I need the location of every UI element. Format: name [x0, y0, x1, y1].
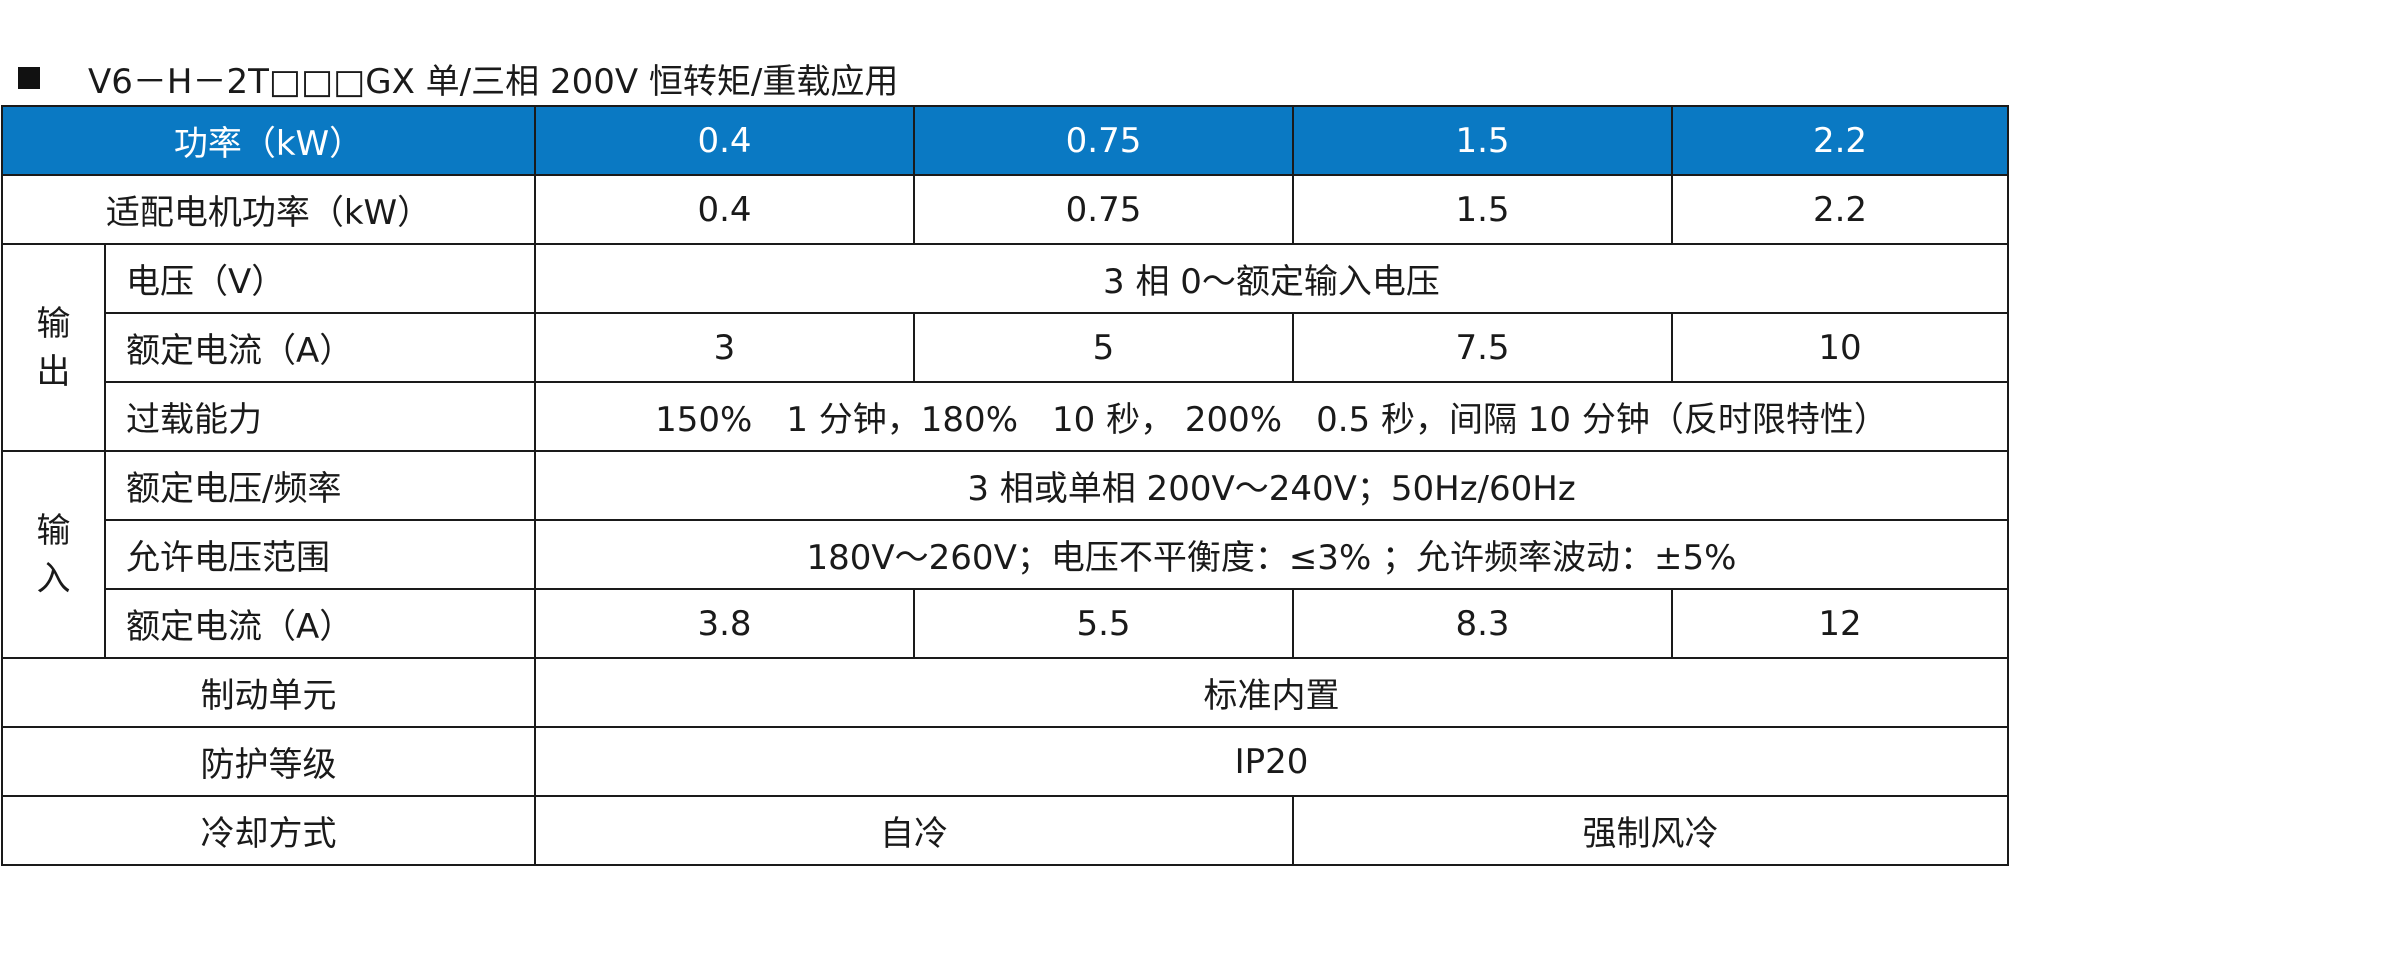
- protection-class-value: IP20: [534, 726, 2009, 797]
- input-voltage-freq-value: 3 相或单相 200V～240V；50Hz/60Hz: [534, 450, 2009, 521]
- cooling-value-natural: 自冷: [534, 795, 1294, 866]
- output-group-text: 输出: [36, 303, 71, 392]
- table-row: 适配电机功率（kW） 0.4 0.75 1.5 2.2: [1, 174, 2009, 245]
- protection-class-label: 防护等级: [1, 726, 536, 797]
- power-label: 功率（kW）: [1, 105, 536, 176]
- motor-power-value: 0.75: [913, 174, 1294, 245]
- output-current-value: 5: [913, 312, 1294, 383]
- braking-unit-value: 标准内置: [534, 657, 2009, 728]
- power-value: 0.75: [913, 105, 1294, 176]
- input-voltage-freq-label: 额定电压/频率: [104, 450, 536, 521]
- section-heading: V6－H－2T□□□GX 单/三相 200V 恒转矩/重载应用: [18, 54, 898, 102]
- section-title: V6－H－2T□□□GX 单/三相 200V 恒转矩/重载应用: [88, 61, 899, 102]
- output-current-value: 3: [534, 312, 915, 383]
- input-current-value: 8.3: [1292, 588, 1673, 659]
- table-row: 过载能力 150% 1 分钟，180% 10 秒， 200% 0.5 秒，间隔 …: [2, 381, 2009, 452]
- table-row: 额定电流（A） 3.8 5.5 8.3 12: [2, 588, 2009, 659]
- overload-label: 过载能力: [104, 381, 536, 452]
- motor-power-label: 适配电机功率（kW）: [1, 174, 536, 245]
- table-row: 输出 电压（V） 3 相 0～额定输入电压: [1, 243, 2009, 452]
- output-current-value: 10: [1671, 312, 2009, 383]
- motor-power-value: 1.5: [1292, 174, 1673, 245]
- output-voltage-label: 电压（V）: [104, 243, 536, 314]
- output-group-label: 输出: [1, 243, 106, 452]
- input-current-value: 3.8: [534, 588, 915, 659]
- overload-value: 150% 1 分钟，180% 10 秒， 200% 0.5 秒，间隔 10 分钟…: [534, 381, 2009, 452]
- output-current-value: 7.5: [1292, 312, 1673, 383]
- allowed-voltage-value: 180V～260V；电压不平衡度：≤3% ；允许频率波动：±5%: [534, 519, 2009, 590]
- spec-table: 功率（kW） 0.4 0.75 1.5 2.2 适配电机功率（kW） 0.4 0…: [1, 105, 2009, 866]
- output-current-label: 额定电流（A）: [104, 312, 536, 383]
- input-current-value: 5.5: [913, 588, 1294, 659]
- table-row: 输入 额定电压/频率 3 相或单相 200V～240V；50Hz/60Hz: [1, 450, 2009, 659]
- table-header-row: 功率（kW） 0.4 0.75 1.5 2.2: [1, 105, 2009, 176]
- table-row: 额定电流（A） 3 5 7.5 10: [2, 312, 2009, 383]
- table-row: 制动单元 标准内置: [1, 657, 2009, 728]
- input-current-value: 12: [1671, 588, 2009, 659]
- power-value: 2.2: [1671, 105, 2009, 176]
- cooling-label: 冷却方式: [1, 795, 536, 866]
- input-group-label: 输入: [1, 450, 106, 659]
- allowed-voltage-label: 允许电压范围: [104, 519, 536, 590]
- table-row: 允许电压范围 180V～260V；电压不平衡度：≤3% ；允许频率波动：±5%: [2, 519, 2009, 590]
- cooling-value-forced: 强制风冷: [1292, 795, 2009, 866]
- output-voltage-value: 3 相 0～额定输入电压: [534, 243, 2009, 314]
- square-bullet-icon: [18, 67, 40, 89]
- table-row: 防护等级 IP20: [1, 726, 2009, 797]
- motor-power-value: 2.2: [1671, 174, 2009, 245]
- table-row: 冷却方式 自冷 强制风冷: [1, 795, 2009, 866]
- input-group-text: 输入: [36, 510, 71, 599]
- power-value: 1.5: [1292, 105, 1673, 176]
- motor-power-value: 0.4: [534, 174, 915, 245]
- braking-unit-label: 制动单元: [1, 657, 536, 728]
- power-value: 0.4: [534, 105, 915, 176]
- input-current-label: 额定电流（A）: [104, 588, 536, 659]
